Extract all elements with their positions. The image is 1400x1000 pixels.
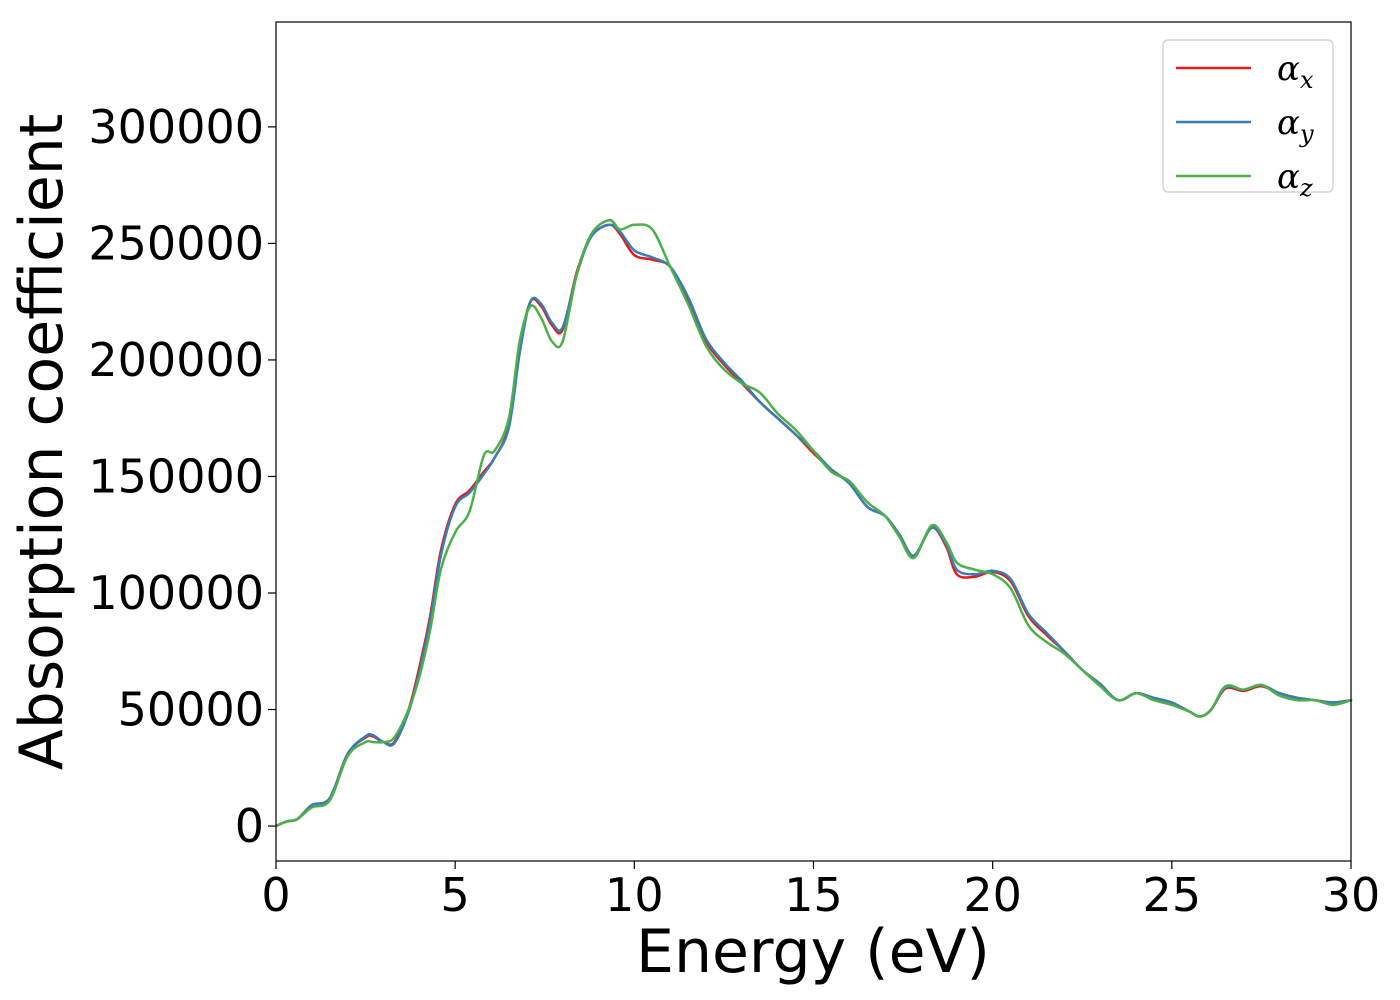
x-axis-label: Energy (eV) [636, 917, 990, 987]
y-tick-label: 250000 [88, 216, 264, 270]
legend: αx αy αz [1162, 39, 1334, 202]
y-tick-label: 50000 [118, 683, 264, 737]
y-tick-label: 150000 [88, 449, 264, 503]
x-tick-label: 30 [1322, 868, 1381, 922]
x-tick-label: 25 [1143, 868, 1202, 922]
legend-label: αx [1277, 49, 1314, 94]
plot-frame [275, 21, 1352, 862]
x-tick-label: 5 [441, 868, 470, 922]
y-tick-label: 300000 [88, 100, 264, 154]
x-tick-label: 10 [605, 868, 664, 922]
legend-box [1162, 39, 1334, 193]
legend-label: αz [1277, 157, 1313, 202]
x-tick-label: 15 [784, 868, 843, 922]
x-tick-label: 0 [261, 868, 290, 922]
y-tick-label: 100000 [88, 566, 264, 620]
legend-label: αy [1277, 103, 1314, 148]
axis-ticks: 0 5 10 15 20 25 30 0 50000 100000 150000 200000 2500… [88, 100, 1380, 922]
series-line-y [274, 223, 1353, 828]
y-axis-label: Absorption coefficient [7, 114, 77, 771]
y-tick-label: 200000 [88, 333, 264, 387]
series-line-z [274, 218, 1353, 828]
x-tick-label: 20 [963, 868, 1022, 922]
y-tick-label: 0 [235, 799, 264, 853]
series-lines [274, 218, 1353, 828]
